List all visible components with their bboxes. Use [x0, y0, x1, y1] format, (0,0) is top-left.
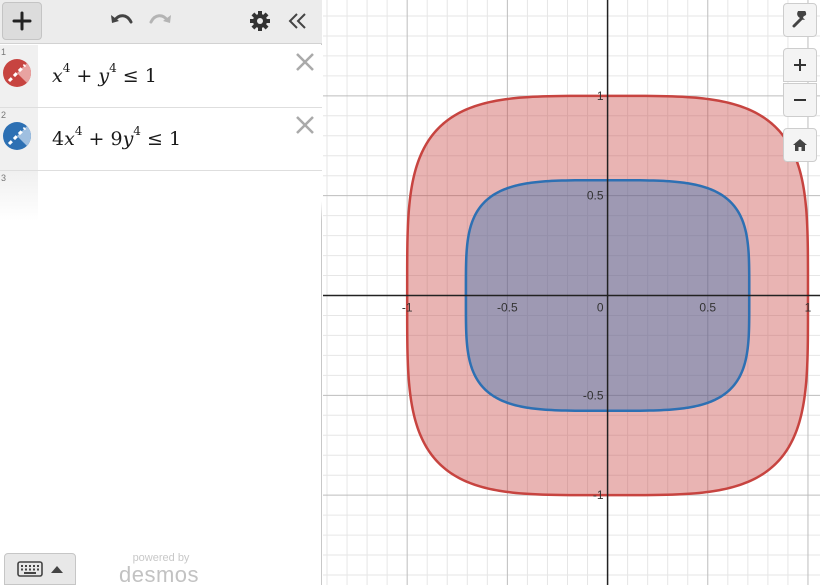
expression-index: 3 [1, 173, 7, 183]
formula-token: y [122, 128, 134, 150]
delete-expression-icon[interactable] [294, 114, 316, 136]
expression-tab: 3 [0, 171, 38, 221]
expression-toolbar [0, 0, 322, 44]
formula-token: 4 [52, 128, 65, 150]
graph-toggle-icon[interactable] [2, 58, 32, 88]
formula-exponent: 4 [62, 60, 71, 75]
powered-by-text: powered by [132, 552, 190, 564]
redo-icon [149, 14, 171, 24]
x-tick-label: -1 [402, 300, 413, 314]
formula-operator: + [76, 65, 93, 87]
formula-relation: ≤ [146, 128, 163, 150]
plus-icon [12, 11, 32, 31]
formula-exponent: 4 [133, 123, 141, 138]
formula-token: x [64, 128, 75, 150]
y-tick-label: -0.5 [583, 388, 604, 402]
formula-token: 9 [110, 128, 123, 150]
caret-up-icon [51, 566, 63, 573]
formula-token: 1 [144, 65, 157, 87]
minus-icon [794, 99, 806, 101]
sidebar-footer: powered by desmos [0, 545, 322, 585]
undo-button[interactable] [106, 8, 138, 34]
zoom-in-button[interactable] [783, 48, 817, 82]
x-tick-label: 1 [805, 300, 812, 314]
x-tick-label: -0.5 [497, 300, 518, 314]
keyboard-icon [17, 561, 43, 577]
expression-index: 2 [1, 110, 7, 120]
redo-button[interactable] [144, 8, 176, 34]
formula-operator: + [88, 128, 105, 150]
formula-exponent: 4 [109, 60, 117, 75]
default-viewport-button[interactable] [783, 128, 817, 162]
expression-item[interactable]: 1 x4 + y4 ≤ 1 [0, 45, 322, 108]
expression-index: 1 [1, 47, 7, 57]
add-expression-button[interactable] [2, 2, 42, 40]
graph-canvas[interactable]: -1 -0.5 0 0.5 1 1 0.5 -0.5 -1 [323, 0, 820, 585]
formula-token: 1 [168, 128, 182, 150]
gear-icon [250, 11, 270, 31]
desmos-logo[interactable]: desmos [118, 562, 200, 585]
y-tick-label: 1 [597, 89, 604, 103]
plus-icon [794, 59, 806, 71]
formula-relation: ≤ [122, 65, 139, 87]
y-tick-label: -1 [593, 488, 604, 502]
new-expression-item[interactable]: 3 [0, 171, 322, 221]
keypad-toggle-button[interactable] [4, 553, 76, 585]
wrench-icon [792, 11, 807, 28]
expression-item[interactable]: 2 4x4 + 9y4 ≤ 1 [0, 108, 322, 171]
expression-formula[interactable]: 4x4 + 9y4 ≤ 1 [52, 125, 182, 150]
hide-expression-list-button[interactable] [284, 8, 312, 34]
x-tick-label: 0.5 [699, 300, 716, 314]
home-icon [793, 139, 807, 151]
formula-token: x [52, 65, 63, 87]
origin-label: 0 [597, 300, 604, 314]
y-tick-label: 0.5 [587, 189, 604, 203]
expression-tab: 1 [0, 45, 38, 107]
graph-paper[interactable]: -1 -0.5 0 0.5 1 1 0.5 -0.5 -1 [323, 0, 820, 585]
minor-gridlines [323, 0, 820, 585]
expression-tab: 2 [0, 108, 38, 170]
formula-exponent: 4 [74, 123, 83, 138]
axes [323, 0, 820, 585]
double-chevron-left-icon [288, 13, 306, 29]
graph-toggle-icon[interactable] [2, 121, 32, 151]
delete-expression-icon[interactable] [294, 51, 316, 73]
zoom-out-button[interactable] [783, 83, 817, 117]
tick-labels: -1 -0.5 0 0.5 1 1 0.5 -0.5 -1 [402, 89, 812, 502]
formula-token: y [98, 65, 110, 87]
graph-settings-button[interactable] [246, 8, 274, 34]
expression-formula[interactable]: x4 + y4 ≤ 1 [52, 62, 157, 87]
undo-icon [111, 14, 133, 24]
expression-list: 1 x4 + y4 ≤ 1 2 [0, 0, 322, 585]
graph-settings-wrench-button[interactable] [783, 3, 817, 37]
